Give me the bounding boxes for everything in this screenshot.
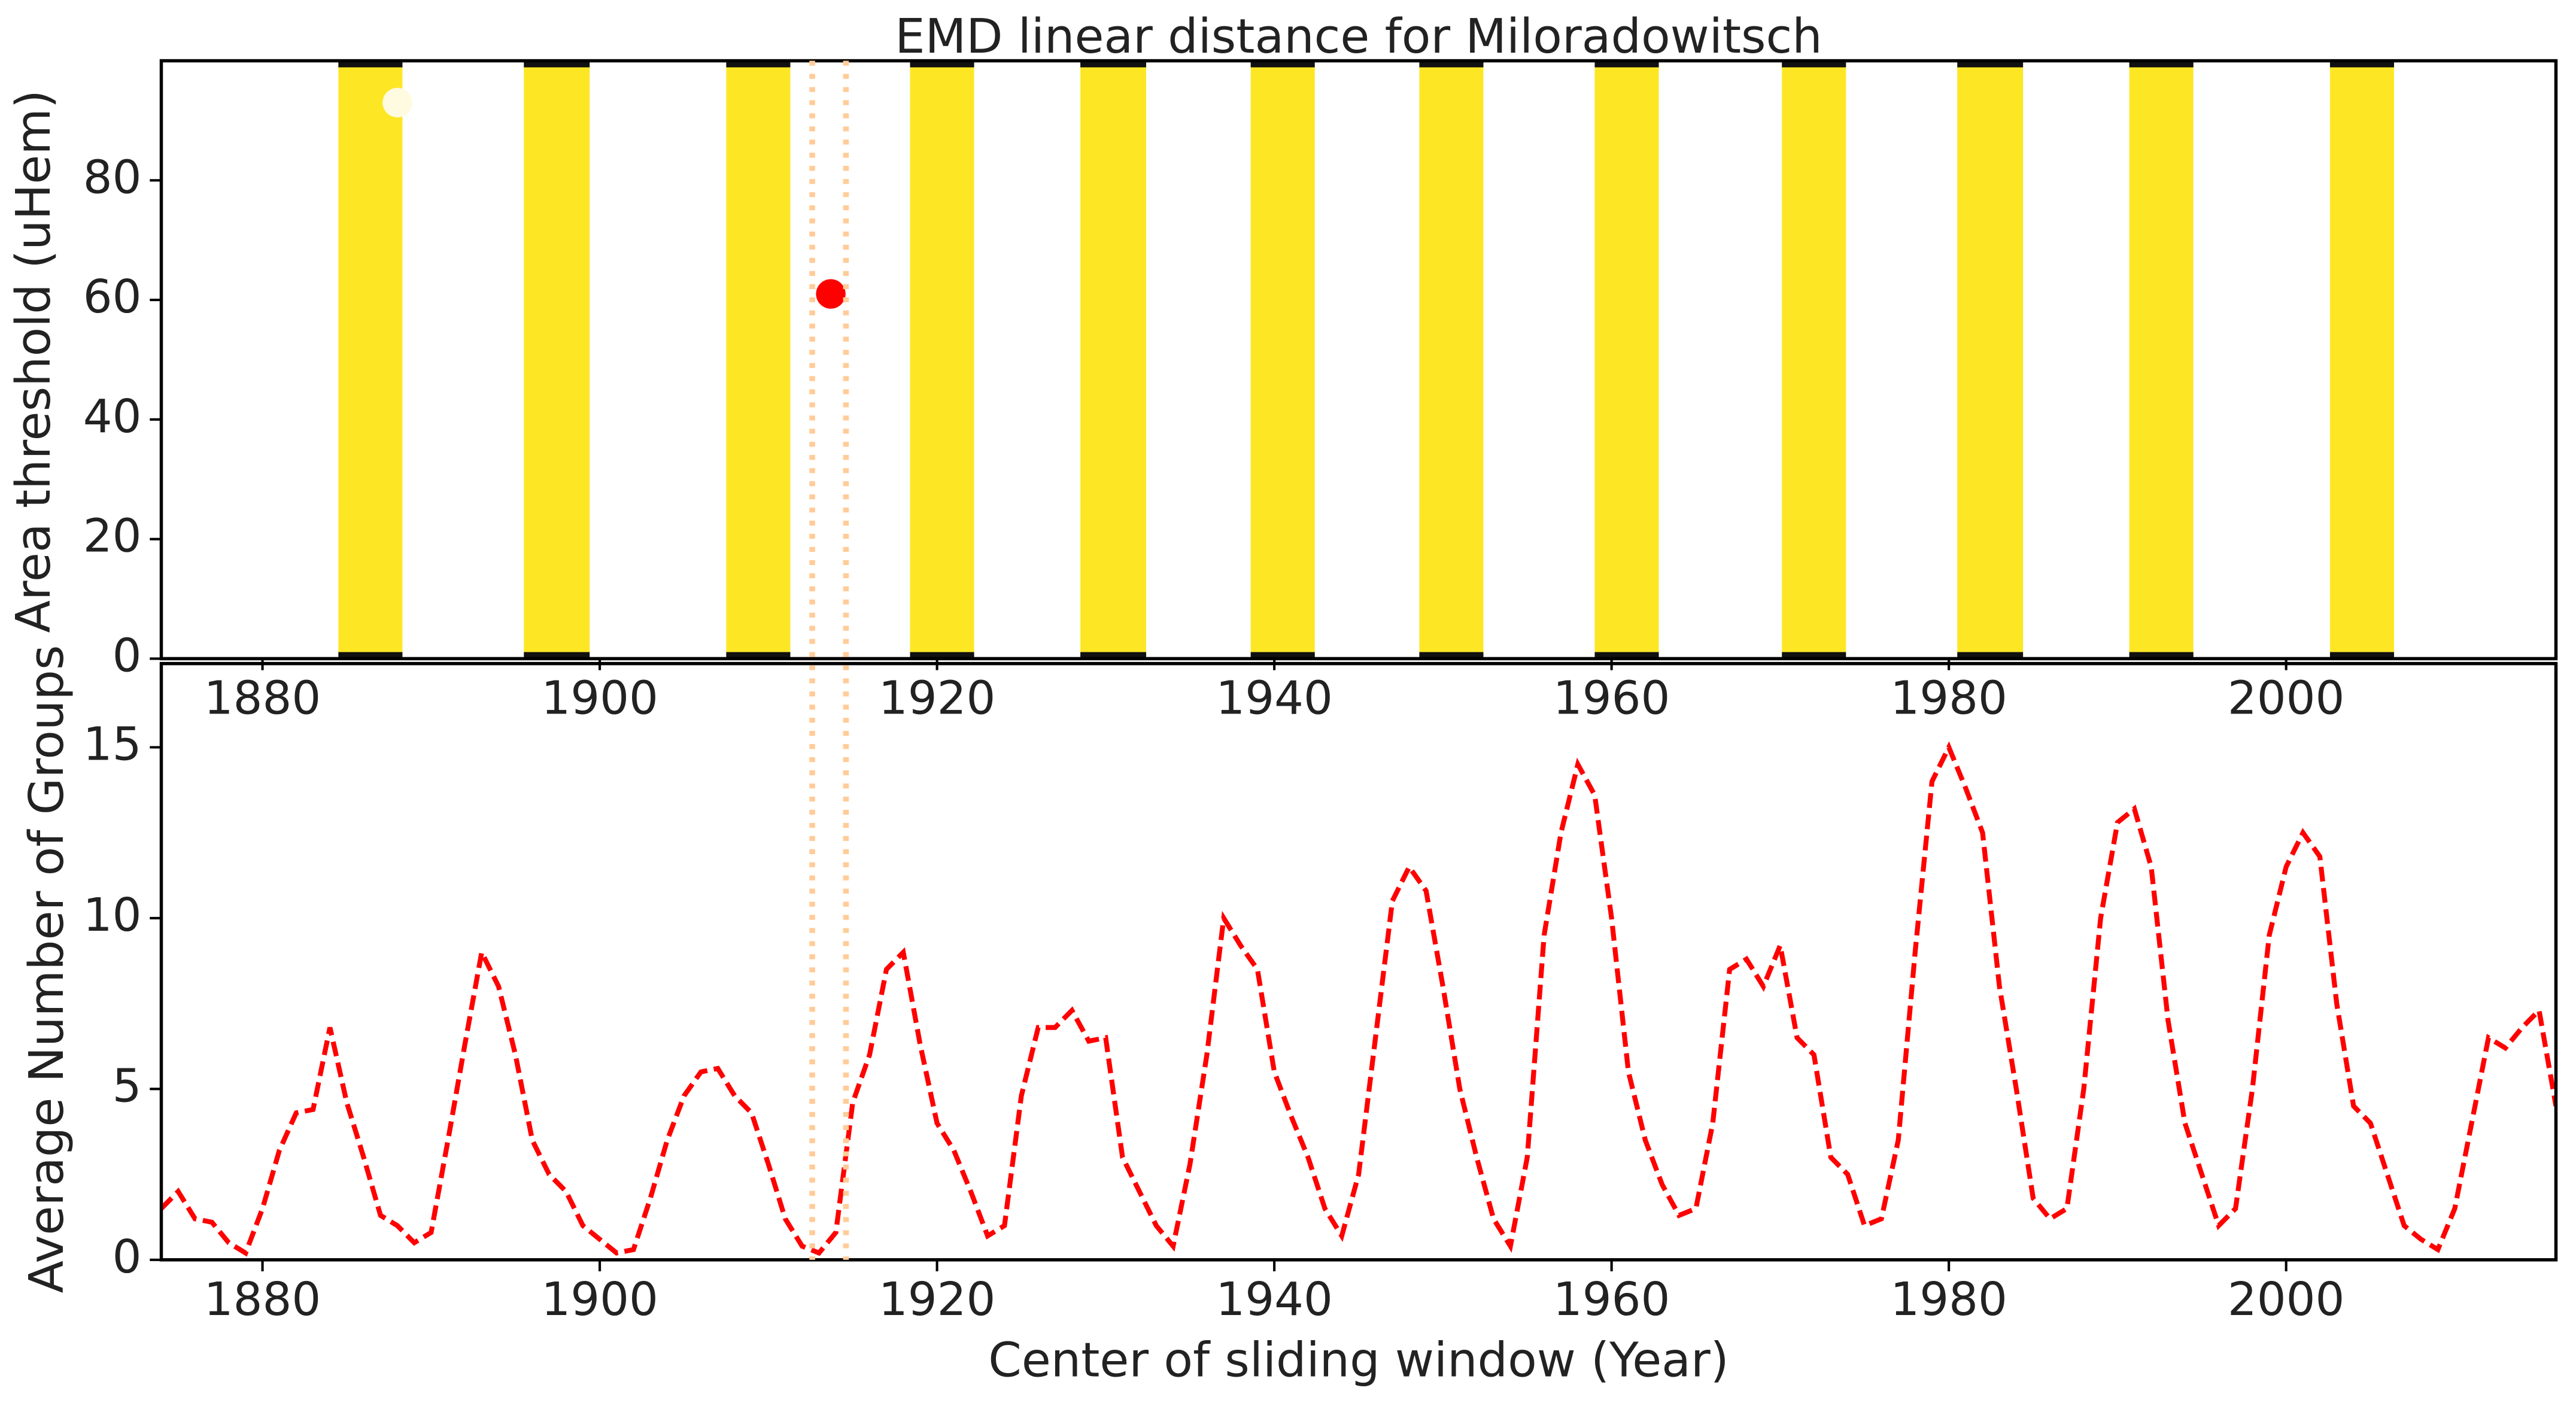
band-edge xyxy=(1250,60,1315,68)
band-edge xyxy=(726,652,791,659)
band-edge xyxy=(1782,652,1846,659)
x-tick-label: 2000 xyxy=(2228,672,2345,725)
band-edge xyxy=(1594,60,1659,68)
band-edge xyxy=(1594,652,1659,659)
band xyxy=(1782,60,1846,659)
band-edge xyxy=(1419,652,1484,659)
line xyxy=(161,741,2556,1257)
y-tick-label: 40 xyxy=(83,390,142,444)
x-tick-label: 1880 xyxy=(204,1273,321,1326)
point xyxy=(816,279,846,309)
x-tick-label: 1920 xyxy=(879,672,996,725)
band xyxy=(1419,60,1484,659)
y-tick-label: 20 xyxy=(83,510,142,563)
band-edge xyxy=(910,60,974,68)
band xyxy=(1250,60,1315,659)
y-tick-label: 15 xyxy=(83,718,142,771)
x-tick-label: 1920 xyxy=(879,1273,996,1326)
band-edge xyxy=(2329,60,2395,68)
band xyxy=(1594,60,1659,659)
y-tick-label: 0 xyxy=(113,1231,142,1284)
point xyxy=(382,87,412,118)
x-tick-label: 1880 xyxy=(204,672,321,725)
band xyxy=(2329,60,2395,659)
band xyxy=(338,60,403,659)
y-tick-label: 10 xyxy=(83,889,142,942)
x-tick-label: 1980 xyxy=(1890,1273,2007,1326)
band-edge xyxy=(910,652,974,659)
band xyxy=(524,60,590,659)
band-edge xyxy=(524,652,590,659)
y-axis-label: Average Number of Groups xyxy=(19,645,74,1293)
band-edge xyxy=(1957,652,2024,659)
plot-frame xyxy=(159,661,2558,1262)
x-tick-label: 2000 xyxy=(2228,1273,2345,1326)
x-tick-label: 1980 xyxy=(1890,672,2007,725)
chart-title: EMD linear distance for Miloradowitsch xyxy=(895,8,1822,64)
band-edge xyxy=(726,60,791,68)
y-tick-label: 0 xyxy=(113,629,142,682)
band xyxy=(1080,60,1146,659)
band-edge xyxy=(1080,60,1146,68)
x-tick-label: 1940 xyxy=(1216,672,1333,725)
x-tick-label: 1960 xyxy=(1553,1273,1670,1326)
y-tick-label: 60 xyxy=(83,271,142,324)
band xyxy=(1957,60,2024,659)
x-axis-label: Center of sliding window (Year) xyxy=(988,1332,1729,1388)
band xyxy=(726,60,791,659)
band-edge xyxy=(2129,60,2194,68)
y-tick-label: 80 xyxy=(83,151,142,204)
band-edge xyxy=(2129,652,2194,659)
band xyxy=(910,60,974,659)
x-tick-label: 1940 xyxy=(1216,1273,1333,1326)
band-edge xyxy=(1419,60,1484,68)
band-edge xyxy=(1080,652,1146,659)
band-edge xyxy=(338,652,403,659)
band-edge xyxy=(338,60,403,68)
x-tick-label: 1900 xyxy=(541,672,658,725)
band-edge xyxy=(524,60,590,68)
band-edge xyxy=(2329,652,2395,659)
y-axis-label: Area threshold (uHem) xyxy=(5,90,61,633)
x-tick-label: 1960 xyxy=(1553,672,1670,725)
band xyxy=(2129,60,2194,659)
y-tick-label: 5 xyxy=(113,1059,142,1113)
x-tick-label: 1900 xyxy=(541,1273,658,1326)
band-edge xyxy=(1957,60,2024,68)
band-edge xyxy=(1250,652,1315,659)
band-edge xyxy=(1782,60,1846,68)
plot-frame xyxy=(159,59,2558,661)
